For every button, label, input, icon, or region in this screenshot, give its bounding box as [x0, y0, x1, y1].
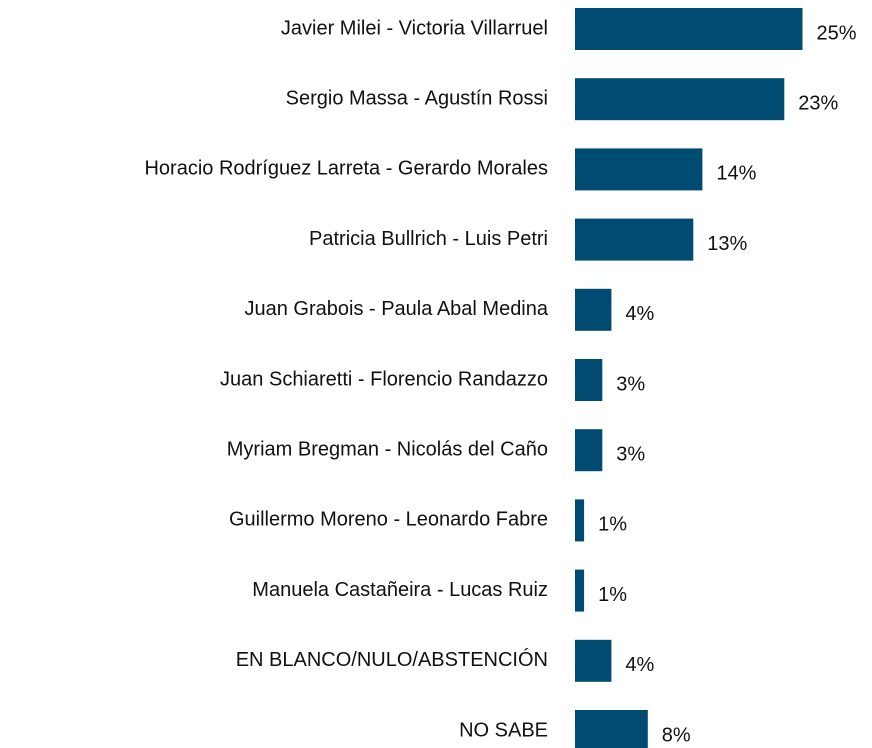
- value-label: 13%: [707, 233, 747, 255]
- value-label: 4%: [625, 654, 654, 676]
- bar: [575, 499, 585, 542]
- bar: [575, 359, 603, 401]
- value-label: 1%: [598, 514, 627, 536]
- bar: [575, 429, 603, 472]
- value-label: 4%: [625, 303, 654, 325]
- category-label: Manuela Castañeira - Lucas Ruiz: [252, 579, 548, 601]
- category-label: Myriam Bregman - Nicolás del Caño: [227, 438, 548, 460]
- value-label: 8%: [662, 724, 691, 746]
- category-label: Horacio Rodríguez Larreta - Gerardo Mora…: [144, 158, 548, 180]
- bar: [575, 639, 612, 682]
- category-label: Juan Grabois - Paula Abal Medina: [244, 298, 548, 320]
- value-label: 3%: [616, 443, 645, 465]
- bar: [575, 569, 585, 612]
- category-label: Juan Schiaretti - Florencio Randazzo: [220, 368, 548, 390]
- bar: [575, 148, 703, 191]
- category-label: Patricia Bullrich - Luis Petri: [309, 228, 548, 250]
- category-label: Guillermo Moreno - Leonardo Fabre: [229, 509, 548, 531]
- bar: [575, 78, 785, 121]
- bar: [575, 710, 648, 748]
- bar: [575, 288, 612, 331]
- category-label: Sergio Massa - Agustín Rossi: [286, 87, 548, 109]
- value-label: 14%: [716, 163, 756, 185]
- category-label: NO SABE: [459, 719, 548, 741]
- value-label: 1%: [598, 584, 627, 606]
- bar: [575, 218, 694, 261]
- value-label: 25%: [817, 22, 857, 44]
- bar: [575, 8, 803, 50]
- value-label: 23%: [798, 92, 838, 114]
- category-label: EN BLANCO/NULO/ABSTENCIÓN: [236, 648, 548, 671]
- value-label: 3%: [616, 373, 645, 395]
- category-label: Javier Milei - Victoria Villarruel: [281, 17, 548, 39]
